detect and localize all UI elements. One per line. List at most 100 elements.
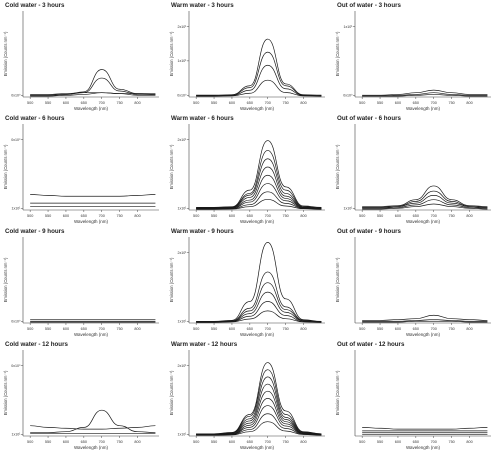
x-tick-label: 600 [63,327,69,331]
series-line [362,320,488,323]
y-tick-label: 1x10¹ [12,207,22,211]
panel-title: Warm water - 3 hours [171,2,234,9]
chart-panel: 500 550 600 650 700 750 800 0x10⁰ 1x10¹ Wavelengt… [333,1,499,114]
y-tick-label: 0x10⁰ [11,320,21,324]
chart-panel: 500 550 600 650 700 750 800 1x10¹ 2x10¹ Wavelengt… [167,114,333,227]
x-tick-label: 550 [211,440,217,444]
x-axis-label: Wavelength (nm) [74,332,109,337]
x-tick-label: 750 [282,214,288,218]
series-line [196,64,322,97]
y-axis-label: Emission (Counts nm⁻¹) [169,370,174,415]
panel-title: Out of water - 9 hours [337,228,401,235]
y-tick-label: 0x10⁰ [11,94,21,98]
x-axis-label: Wavelength (nm) [240,106,275,111]
series-line [196,79,322,97]
x-tick-label: 750 [448,327,454,331]
panel-title: Out of water - 6 hours [337,115,401,122]
series-line [196,376,322,435]
x-tick-label: 600 [63,214,69,218]
x-tick-label: 550 [45,214,51,218]
y-axis-label: Emission (Counts nm⁻¹) [169,31,174,76]
y-axis-label: Emission (Counts nm⁻¹) [3,370,8,415]
x-tick-label: 550 [377,214,383,218]
x-tick-label: 800 [134,101,140,105]
x-tick-label: 600 [229,214,235,218]
x-tick-label: 700 [99,214,105,218]
series-line [196,174,322,210]
y-tick-label: 0x10⁰ [11,364,21,368]
x-tick-label: 700 [431,327,437,331]
series-line [196,405,322,436]
x-axis-label: Wavelength (nm) [240,219,275,224]
x-tick-label: 550 [377,440,383,444]
x-axis-label: Wavelength (nm) [406,332,441,337]
x-tick-label: 800 [300,214,306,218]
y-tick-label: 1x10¹ [344,25,354,29]
panel-title: Cold water - 6 hours [5,115,65,122]
series-line [196,383,322,435]
x-tick-label: 600 [229,440,235,444]
x-tick-label: 800 [466,214,472,218]
y-axis-label: Emission (Counts nm⁻¹) [169,257,174,302]
y-axis-label: Emission (Counts nm⁻¹) [3,257,8,302]
series-line [362,89,488,96]
x-tick-label: 750 [116,327,122,331]
y-axis-label: Emission (Counts nm⁻¹) [3,144,8,189]
x-tick-label: 800 [466,440,472,444]
series-line [362,203,488,210]
chart-svg: 500 550 600 650 700 750 800 1x10¹ 2x10¹ Wavelengt… [169,350,325,450]
x-tick-label: 700 [265,440,271,444]
y-axis-label: Emission (Counts nm⁻¹) [3,31,8,76]
x-tick-label: 650 [81,440,87,444]
x-tick-label: 800 [134,327,140,331]
y-axis-label: Emission (Counts nm⁻¹) [169,144,174,189]
x-tick-label: 600 [63,101,69,105]
x-tick-label: 750 [282,101,288,105]
x-tick-label: 550 [377,327,383,331]
chart-svg: 500 550 600 650 700 750 800 0x10⁰ Wavelength (nm… [3,11,159,111]
chart-svg: 500 550 600 650 700 750 800 1x10¹ 2x10¹ Wavelengt… [169,237,325,337]
chart-svg: 500 550 600 650 700 750 800 1x10¹ 0x10⁰ Wavelengt… [3,350,159,450]
x-tick-label: 600 [395,440,401,444]
x-tick-label: 650 [81,327,87,331]
y-tick-label: 1x10¹ [178,59,188,63]
series-line [196,398,322,435]
chart-svg: 500 550 600 650 700 750 800 1x10¹ 2x10¹ Wavelengt… [169,124,325,224]
series-line [362,427,488,430]
x-tick-label: 700 [431,440,437,444]
y-tick-label: 0x10⁰ [177,94,187,98]
panel-title: Cold water - 3 hours [5,2,65,9]
x-tick-label: 500 [359,327,365,331]
y-tick-label: 1x10¹ [178,320,188,324]
panel-title: Out of water - 12 hours [337,341,405,348]
x-tick-label: 550 [45,327,51,331]
y-tick-label: 1x10¹ [344,207,354,211]
x-tick-label: 600 [229,101,235,105]
x-tick-label: 500 [193,101,199,105]
x-tick-label: 750 [116,440,122,444]
chart-svg: 500 550 600 650 700 750 800 0x10⁰ 1x10¹ 2x10¹ Wave… [169,11,325,111]
x-tick-label: 650 [247,327,253,331]
x-tick-label: 500 [193,440,199,444]
x-tick-label: 500 [27,101,33,105]
x-tick-label: 500 [27,214,33,218]
y-axis-label: Emission (Counts nm⁻¹) [335,31,340,76]
series-line [196,199,322,210]
y-tick-label: 0x10⁰ [11,138,21,142]
y-tick-label: 1x10¹ [178,207,188,211]
series-line [196,38,322,96]
x-tick-label: 750 [448,214,454,218]
chart-panel: 500 550 600 650 700 750 800 Wavelength (nm) Emis… [333,340,499,453]
x-tick-label: 800 [300,327,306,331]
chart-panel: 500 550 600 650 700 750 800 0x10⁰ 1x10¹ 2x10¹ Wave… [167,1,333,114]
x-tick-label: 800 [134,214,140,218]
y-tick-label: 2x10¹ [178,25,188,29]
series-line [362,314,488,321]
chart-panel: 500 550 600 650 700 750 800 1x10¹ 0x10⁰ Wavelengt… [1,340,167,453]
x-axis-label: Wavelength (nm) [406,445,441,450]
x-tick-label: 750 [282,440,288,444]
x-tick-label: 600 [63,440,69,444]
x-tick-label: 500 [193,214,199,218]
x-tick-label: 550 [377,101,383,105]
